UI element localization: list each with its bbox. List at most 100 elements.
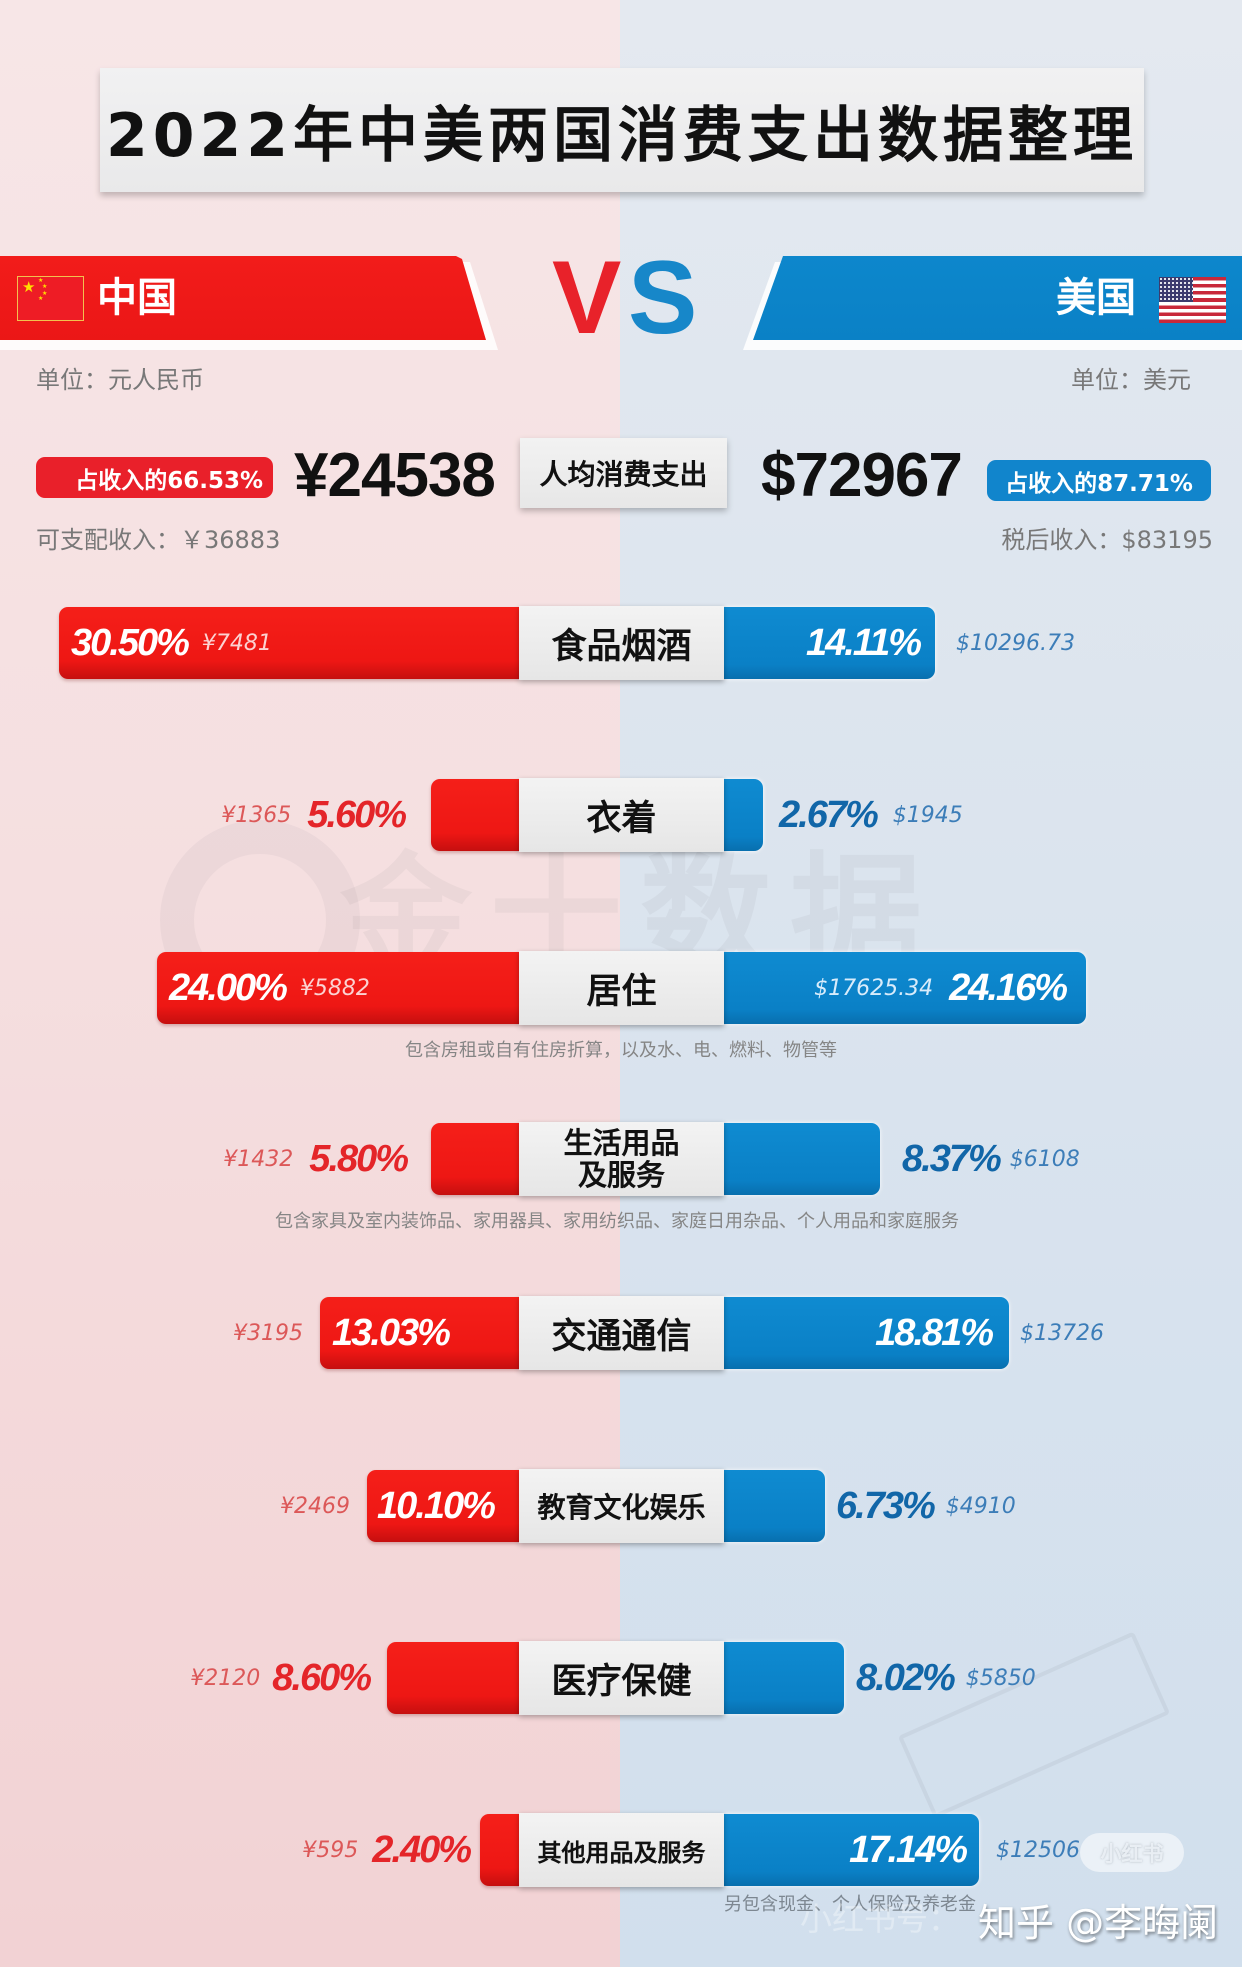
- usa-income-share-badge: 占收入的87.71%: [987, 460, 1211, 501]
- category-label: 教育文化娱乐: [519, 1469, 724, 1543]
- china-bar: ¥1432 5.80%: [223, 1123, 519, 1195]
- china-bar: 10.10% ¥2469: [280, 1470, 519, 1542]
- china-amount: ¥1365: [221, 802, 292, 828]
- china-percent: 30.50%: [71, 621, 190, 664]
- category-label-text: 食品烟酒: [551, 626, 692, 667]
- category-label-text: 衣着: [586, 798, 657, 839]
- category-label: 衣着: [519, 778, 724, 852]
- china-outside-values: ¥1432 5.80%: [223, 1123, 409, 1195]
- usa-bar: 6.73% $4910: [724, 1470, 1016, 1542]
- usa-per-capita-spending: $72967: [761, 441, 963, 510]
- usa-flag-icon: [1159, 277, 1226, 323]
- category-row-transport: 13.03% ¥3195 交通通信 18.81% $13726: [0, 1296, 1242, 1370]
- china-amount: ¥595: [302, 1837, 359, 1863]
- usa-after-tax-income: 税后收入：$83195: [1001, 526, 1213, 554]
- usa-bar: 17.14% $12506: [724, 1814, 1080, 1886]
- other-note: 另包含现金、个人保险及养老金: [724, 1894, 976, 1915]
- usa-outside-values: $12506: [996, 1814, 1080, 1886]
- category-label: 食品烟酒: [519, 606, 724, 680]
- housing-note: 包含房租或自有住房折算，以及水、电、燃料、物管等: [405, 1040, 837, 1061]
- category-label-line2: 及服务: [577, 1158, 665, 1192]
- usa-bar: 2.67% $1945: [724, 779, 963, 851]
- china-label: 中国: [97, 275, 177, 321]
- china-percent: 10.10%: [377, 1484, 496, 1527]
- category-row-healthcare: ¥2120 8.60% 医疗保健 8.02% $5850: [0, 1641, 1242, 1715]
- category-row-clothing: ¥1365 5.60% 衣着 2.67% $1945: [0, 778, 1242, 852]
- usa-outside-values: $10296.73: [956, 607, 1075, 679]
- usa-amount: $17625.34: [814, 975, 934, 1001]
- usa-percent: 6.73%: [836, 1484, 936, 1527]
- china-percent: 5.80%: [309, 1137, 409, 1180]
- usa-amount: $13726: [1020, 1320, 1104, 1346]
- china-amount: ¥7481: [201, 630, 272, 656]
- usa-amount: $10296.73: [956, 630, 1075, 656]
- usa-bar: 14.11% $10296.73: [724, 607, 1075, 679]
- usa-percent: 8.37%: [902, 1137, 1002, 1180]
- category-label-text: 居住: [586, 971, 657, 1012]
- china-outside-values: ¥595 2.40%: [302, 1814, 472, 1886]
- china-outside-values: ¥1365 5.60%: [221, 779, 407, 851]
- usa-percent: 14.11%: [805, 621, 922, 664]
- china-outside-values: ¥3195: [233, 1297, 303, 1369]
- household-note: 包含家具及室内装饰品、家用器具、家用纺织品、家庭日用杂品、个人用品和家庭服务: [275, 1211, 959, 1232]
- category-row-other: ¥595 2.40% 其他用品及服务 17.14% $12506: [0, 1813, 1242, 1887]
- page-title: 2022年中美两国消费支出数据整理: [106, 100, 1138, 171]
- usa-percent: 17.14%: [849, 1828, 968, 1871]
- category-label: 其他用品及服务: [519, 1813, 724, 1887]
- usa-label: 美国: [1056, 275, 1136, 321]
- category-row-food: 30.50% ¥7481 食品烟酒 14.11% $10296.73: [0, 606, 1242, 680]
- china-income-share-badge: 占收入的66.53%: [36, 457, 273, 498]
- usa-bar: 8.37% $6108: [724, 1123, 1080, 1195]
- china-bar: 30.50% ¥7481: [59, 607, 519, 679]
- vs-v: V: [552, 240, 622, 356]
- usa-flag-canton: [1159, 277, 1193, 302]
- china-percent: 24.00%: [169, 966, 288, 1009]
- usa-percent: 2.67%: [779, 793, 879, 836]
- usa-bar: 18.81% $13726: [724, 1297, 1104, 1369]
- china-percent: 8.60%: [272, 1656, 372, 1699]
- china-amount: ¥1432: [223, 1146, 294, 1172]
- china-outside-values: ¥2469: [280, 1470, 350, 1542]
- category-label: 居住: [519, 951, 724, 1025]
- china-disposable-income: 可支配收入：￥36883: [36, 526, 281, 554]
- title-box: 2022年中美两国消费支出数据整理: [100, 68, 1144, 192]
- china-amount: ¥5882: [299, 975, 370, 1001]
- category-label-line1: 生活用品: [563, 1126, 680, 1160]
- usa-outside-values: 8.02% $5850: [856, 1642, 1036, 1714]
- category-label: 交通通信: [519, 1296, 724, 1370]
- category-label: 生活用品 及服务: [519, 1122, 724, 1196]
- china-bar: 24.00% ¥5882: [157, 952, 519, 1024]
- category-label-text: 交通通信: [551, 1316, 692, 1357]
- china-per-capita-spending: ¥24538: [294, 441, 496, 510]
- china-bar: ¥2120 8.60%: [190, 1642, 519, 1714]
- vs-s: S: [628, 240, 698, 356]
- china-amount: ¥3195: [233, 1320, 303, 1346]
- category-label: 医疗保健: [519, 1641, 724, 1715]
- category-row-housing: 24.00% ¥5882 居住 $17625.34 24.16%: [0, 951, 1242, 1025]
- usa-outside-values: 6.73% $4910: [836, 1470, 1016, 1542]
- usa-percent: 8.02%: [856, 1656, 956, 1699]
- usa-percent: 18.81%: [875, 1311, 994, 1354]
- per-capita-label: 人均消费支出: [520, 438, 727, 508]
- usa-amount: $12506: [996, 1837, 1080, 1863]
- china-amount: ¥2469: [280, 1493, 350, 1519]
- china-percent: 13.03%: [332, 1311, 451, 1354]
- category-label-text: 医疗保健: [551, 1661, 692, 1702]
- china-flag-icon: ★ ★ ★ ★ ★: [17, 276, 84, 321]
- zhihu-watermark: 知乎 @李晦阑: [978, 1901, 1219, 1945]
- xiaohongshu-badge: 小红书: [1080, 1833, 1184, 1872]
- usa-bar: $17625.34 24.16%: [724, 952, 1086, 1024]
- china-bar: ¥1365 5.60%: [221, 779, 519, 851]
- china-percent: 2.40%: [372, 1828, 472, 1871]
- usa-amount: $5850: [965, 1665, 1036, 1691]
- china-amount: ¥2120: [190, 1665, 261, 1691]
- usa-amount: $6108: [1009, 1146, 1080, 1172]
- xiaohongshu-id-watermark: 小红书号：: [800, 1900, 961, 1938]
- china-bar: ¥595 2.40%: [302, 1814, 519, 1886]
- category-row-education: 10.10% ¥2469 教育文化娱乐 6.73% $4910: [0, 1469, 1242, 1543]
- usa-amount: $4910: [945, 1493, 1016, 1519]
- china-bar: 13.03% ¥3195: [233, 1297, 519, 1369]
- usa-bar: 8.02% $5850: [724, 1642, 1036, 1714]
- usa-outside-values: $13726: [1020, 1297, 1104, 1369]
- category-label-text: 教育文化娱乐: [537, 1491, 706, 1524]
